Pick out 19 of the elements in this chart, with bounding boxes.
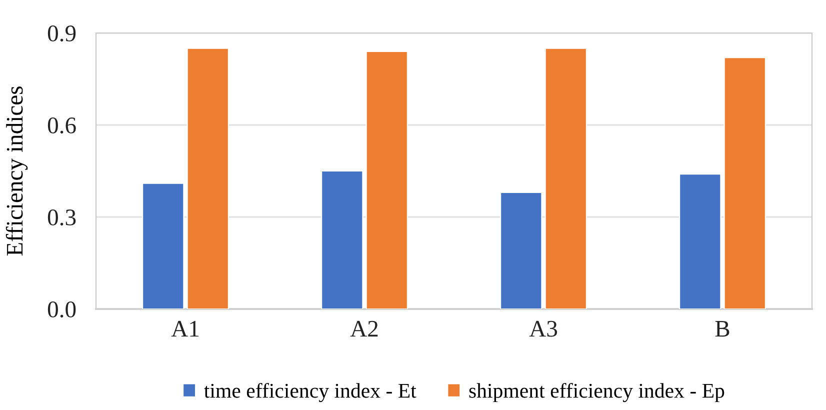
y-tick-label: 0.0 [48, 301, 76, 318]
bar [366, 50, 408, 309]
legend-label: shipment efficiency index - Ep [469, 382, 724, 402]
bar [186, 48, 230, 309]
bar [678, 174, 722, 309]
y-tick-label: 0.9 [48, 25, 76, 42]
y-axis-title: Efficiency indices [6, 86, 28, 256]
x-tick-label: B [715, 321, 730, 337]
legend-label: time efficiency index - Et [204, 382, 416, 402]
x-tick-label: A3 [529, 320, 558, 337]
bar [544, 48, 588, 309]
x-tick-label: A1 [171, 320, 199, 336]
bar [320, 170, 364, 309]
x-tick-label: A2 [350, 320, 378, 336]
y-tick-label: 0.3 [48, 209, 76, 226]
y-tick-label: 0.6 [48, 117, 76, 134]
bar [142, 182, 184, 309]
bar [724, 56, 766, 309]
bar [500, 192, 542, 309]
